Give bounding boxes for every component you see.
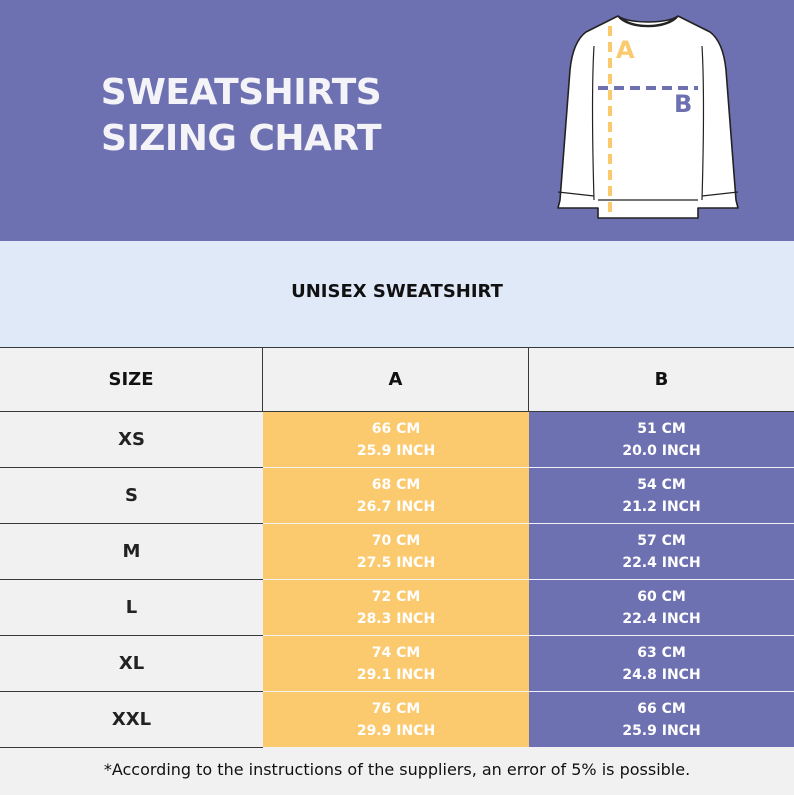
divider xyxy=(0,579,263,580)
measure-a-cm: 68 CM xyxy=(371,476,421,493)
measure-a-cm: 76 CM xyxy=(371,700,421,717)
measure-b-cell: 66 CM 25.9 INCH xyxy=(529,692,794,747)
measure-b-cell: 57 CM 22.4 INCH xyxy=(529,524,794,579)
measure-b-cm: 60 CM xyxy=(637,588,686,605)
measure-b-inch: 25.9 INCH xyxy=(622,722,701,739)
measure-b-inch: 24.8 INCH xyxy=(622,666,701,683)
measure-a-cell: 72 CM 28.3 INCH xyxy=(263,580,529,635)
measure-a-cm: 70 CM xyxy=(371,532,421,549)
measure-b-inch: 21.2 INCH xyxy=(622,498,701,515)
measure-b-cm: 63 CM xyxy=(637,644,686,661)
table-row: L 72 CM 28.3 INCH 60 CM 22.4 INCH xyxy=(0,580,794,635)
measure-a-cell: 66 CM 25.9 INCH xyxy=(263,412,529,467)
divider xyxy=(0,411,794,412)
divider xyxy=(0,467,263,468)
column-header-size: SIZE xyxy=(0,348,263,411)
size-cell: XL xyxy=(118,653,145,674)
size-cell: L xyxy=(125,597,138,618)
measure-b-cm: 66 CM xyxy=(637,700,686,717)
measure-a-cell: 68 CM 26.7 INCH xyxy=(263,468,529,523)
measure-b-cell: 54 CM 21.2 INCH xyxy=(529,468,794,523)
measure-a-inch: 27.5 INCH xyxy=(356,554,436,571)
column-header-a: A xyxy=(263,348,529,411)
divider xyxy=(0,747,263,748)
label-a: A xyxy=(616,36,635,64)
measure-a-cell: 70 CM 27.5 INCH xyxy=(263,524,529,579)
measure-b-inch: 22.4 INCH xyxy=(622,554,701,571)
measure-b-cm: 54 CM xyxy=(637,476,686,493)
table-header-row: SIZE A B xyxy=(0,348,794,411)
divider xyxy=(0,691,263,692)
size-cell: XXL xyxy=(111,709,152,730)
footnote: *According to the instructions of the su… xyxy=(103,760,691,779)
label-b: B xyxy=(674,90,693,118)
column-header-b: B xyxy=(529,348,794,411)
measure-a-inch: 28.3 INCH xyxy=(356,610,436,627)
size-cell: M xyxy=(122,541,141,562)
measure-a-cell: 74 CM 29.1 INCH xyxy=(263,636,529,691)
measure-a-inch: 29.9 INCH xyxy=(356,722,436,739)
size-cell: XS xyxy=(118,429,145,450)
measure-a-cm: 74 CM xyxy=(371,644,421,661)
measure-b-cm: 51 CM xyxy=(637,420,686,437)
table-row: S 68 CM 26.7 INCH 54 CM 21.2 INCH xyxy=(0,468,794,523)
measure-b-cell: 51 CM 20.0 INCH xyxy=(529,412,794,467)
page-title: SWEATSHIRTS SIZING CHART xyxy=(60,70,422,162)
measure-b-cell: 63 CM 24.8 INCH xyxy=(529,636,794,691)
measure-a-cm: 66 CM xyxy=(371,420,421,437)
measure-a-cm: 72 CM xyxy=(371,588,421,605)
size-table: SIZE A B XS 66 CM 25.9 INCH 51 CM 20.0 INCH S… xyxy=(0,347,794,751)
table-row: M 70 CM 27.5 INCH 57 CM 22.4 INCH xyxy=(0,524,794,579)
measure-a-inch: 25.9 INCH xyxy=(356,442,436,459)
title-line-2: SIZING CHART xyxy=(100,118,382,159)
measure-b-inch: 22.4 INCH xyxy=(622,610,701,627)
table-row: XL 74 CM 29.1 INCH 63 CM 24.8 INCH xyxy=(0,636,794,691)
measure-a-inch: 29.1 INCH xyxy=(356,666,436,683)
section-title: UNISEX SWEATSHIRT xyxy=(291,281,503,302)
title-line-1: SWEATSHIRTS xyxy=(100,72,382,113)
table-row: XS 66 CM 25.9 INCH 51 CM 20.0 INCH xyxy=(0,412,794,467)
measure-a-cell: 76 CM 29.9 INCH xyxy=(263,692,529,747)
measure-b-inch: 20.0 INCH xyxy=(622,442,701,459)
divider xyxy=(0,523,263,524)
section-band: UNISEX SWEATSHIRT xyxy=(0,241,794,347)
table-row: XXL 76 CM 29.9 INCH 66 CM 25.9 INCH xyxy=(0,692,794,747)
sweatshirt-icon xyxy=(557,15,739,219)
size-cell: S xyxy=(125,485,138,506)
measure-b-cm: 57 CM xyxy=(637,532,686,549)
measure-b-cell: 60 CM 22.4 INCH xyxy=(529,580,794,635)
header-banner: SWEATSHIRTS SIZING CHART A B xyxy=(0,0,794,241)
divider xyxy=(0,635,263,636)
measure-a-inch: 26.7 INCH xyxy=(356,498,436,515)
